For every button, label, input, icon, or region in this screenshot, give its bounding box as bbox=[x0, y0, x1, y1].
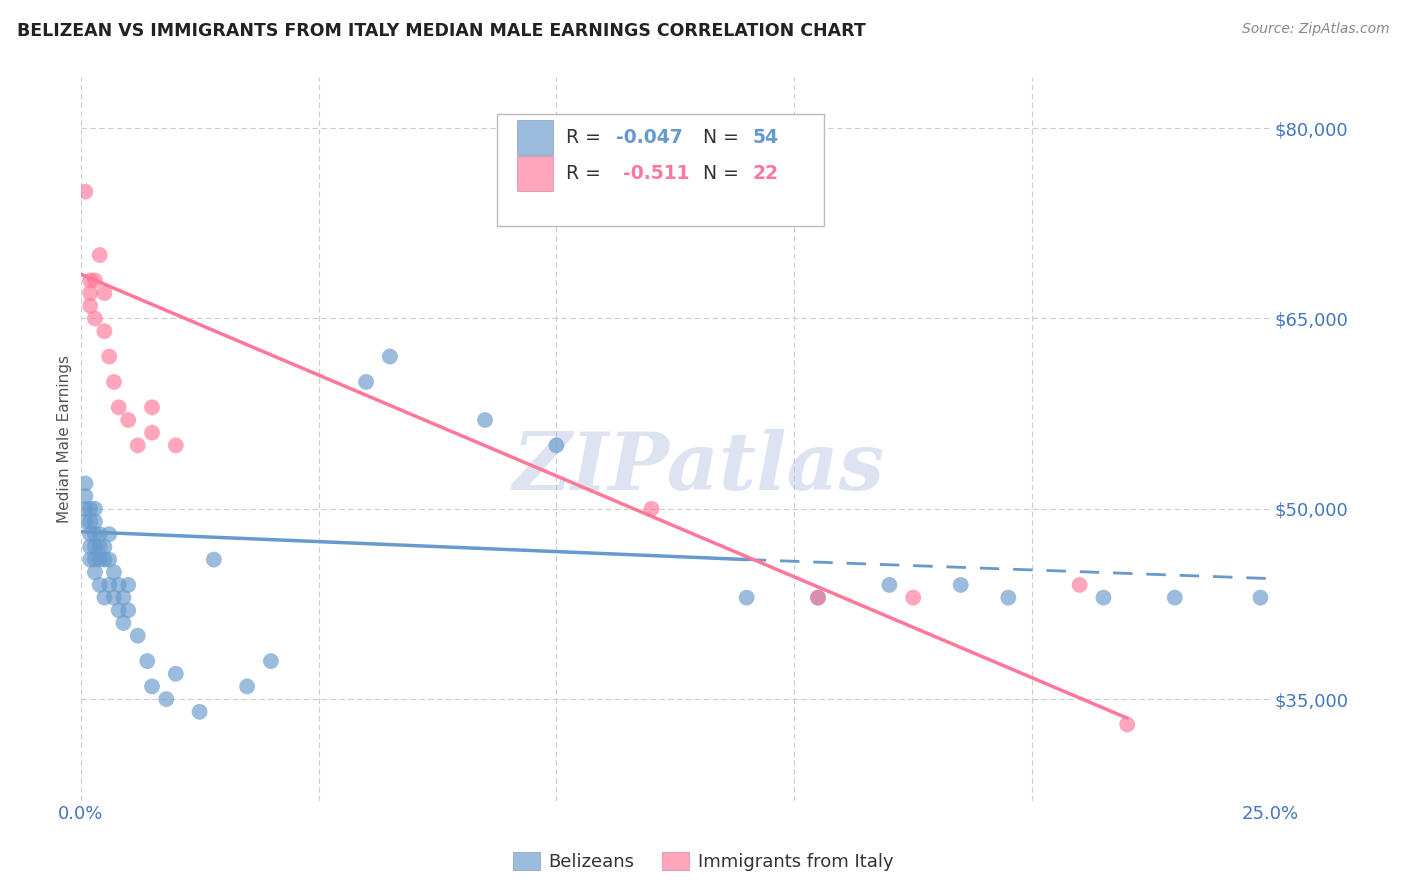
Point bbox=[807, 591, 830, 605]
Point bbox=[75, 515, 97, 529]
Point bbox=[89, 540, 111, 554]
Point bbox=[103, 566, 125, 580]
Point bbox=[93, 552, 115, 566]
Point bbox=[136, 654, 159, 668]
Point bbox=[901, 591, 924, 605]
Point bbox=[378, 350, 401, 364]
Text: Source: ZipAtlas.com: Source: ZipAtlas.com bbox=[1241, 22, 1389, 37]
Point bbox=[103, 375, 125, 389]
Text: ZIPatlas: ZIPatlas bbox=[513, 429, 886, 507]
Point bbox=[141, 680, 163, 694]
Point bbox=[93, 324, 115, 338]
Text: N =: N = bbox=[703, 164, 745, 183]
Point bbox=[75, 476, 97, 491]
FancyBboxPatch shape bbox=[496, 113, 824, 226]
Point bbox=[1116, 717, 1139, 731]
Point bbox=[93, 286, 115, 301]
Point bbox=[79, 515, 101, 529]
Point bbox=[75, 501, 97, 516]
Point bbox=[93, 540, 115, 554]
Point bbox=[127, 629, 149, 643]
Point bbox=[640, 501, 662, 516]
Point bbox=[75, 489, 97, 503]
Text: 54: 54 bbox=[752, 128, 779, 147]
Point bbox=[807, 591, 830, 605]
Point bbox=[84, 566, 107, 580]
Point bbox=[107, 578, 129, 592]
Point bbox=[474, 413, 496, 427]
Point bbox=[879, 578, 901, 592]
Point bbox=[949, 578, 972, 592]
Point bbox=[735, 591, 758, 605]
Point bbox=[89, 578, 111, 592]
Point bbox=[354, 375, 377, 389]
Point bbox=[127, 438, 149, 452]
Point bbox=[84, 273, 107, 287]
Point bbox=[89, 552, 111, 566]
Point bbox=[112, 615, 135, 630]
Point bbox=[79, 540, 101, 554]
Point bbox=[84, 515, 107, 529]
Point bbox=[117, 413, 139, 427]
FancyBboxPatch shape bbox=[517, 120, 553, 155]
Point bbox=[98, 350, 121, 364]
Point bbox=[79, 273, 101, 287]
Point bbox=[89, 527, 111, 541]
Point bbox=[98, 552, 121, 566]
Point bbox=[165, 438, 187, 452]
Point bbox=[103, 591, 125, 605]
Legend: Belizeans, Immigrants from Italy: Belizeans, Immigrants from Italy bbox=[505, 846, 901, 879]
Text: N =: N = bbox=[703, 128, 745, 147]
Point bbox=[165, 666, 187, 681]
Point bbox=[1249, 591, 1271, 605]
Point bbox=[98, 578, 121, 592]
Point bbox=[98, 527, 121, 541]
Point bbox=[84, 501, 107, 516]
Point bbox=[79, 527, 101, 541]
Point bbox=[79, 501, 101, 516]
Point bbox=[107, 401, 129, 415]
Text: -0.511: -0.511 bbox=[623, 164, 689, 183]
Point bbox=[93, 591, 115, 605]
Point bbox=[84, 552, 107, 566]
Text: -0.047: -0.047 bbox=[616, 128, 682, 147]
Point bbox=[202, 552, 225, 566]
Point bbox=[89, 248, 111, 262]
Point bbox=[997, 591, 1019, 605]
Point bbox=[260, 654, 283, 668]
Point bbox=[117, 603, 139, 617]
Text: 22: 22 bbox=[752, 164, 779, 183]
Point bbox=[107, 603, 129, 617]
Point bbox=[112, 591, 135, 605]
Point bbox=[84, 540, 107, 554]
Point bbox=[79, 299, 101, 313]
Text: BELIZEAN VS IMMIGRANTS FROM ITALY MEDIAN MALE EARNINGS CORRELATION CHART: BELIZEAN VS IMMIGRANTS FROM ITALY MEDIAN… bbox=[17, 22, 866, 40]
Point bbox=[141, 425, 163, 440]
Point bbox=[75, 185, 97, 199]
Point bbox=[236, 680, 259, 694]
Point bbox=[188, 705, 211, 719]
Point bbox=[1092, 591, 1115, 605]
Text: R =: R = bbox=[565, 164, 613, 183]
Point bbox=[155, 692, 177, 706]
Point bbox=[117, 578, 139, 592]
FancyBboxPatch shape bbox=[517, 156, 553, 191]
Text: R =: R = bbox=[565, 128, 607, 147]
Point bbox=[84, 527, 107, 541]
Y-axis label: Median Male Earnings: Median Male Earnings bbox=[58, 355, 72, 523]
Point bbox=[141, 401, 163, 415]
Point bbox=[79, 286, 101, 301]
Point bbox=[1069, 578, 1091, 592]
Point bbox=[1164, 591, 1187, 605]
Point bbox=[79, 552, 101, 566]
Point bbox=[546, 438, 568, 452]
Point bbox=[84, 311, 107, 326]
